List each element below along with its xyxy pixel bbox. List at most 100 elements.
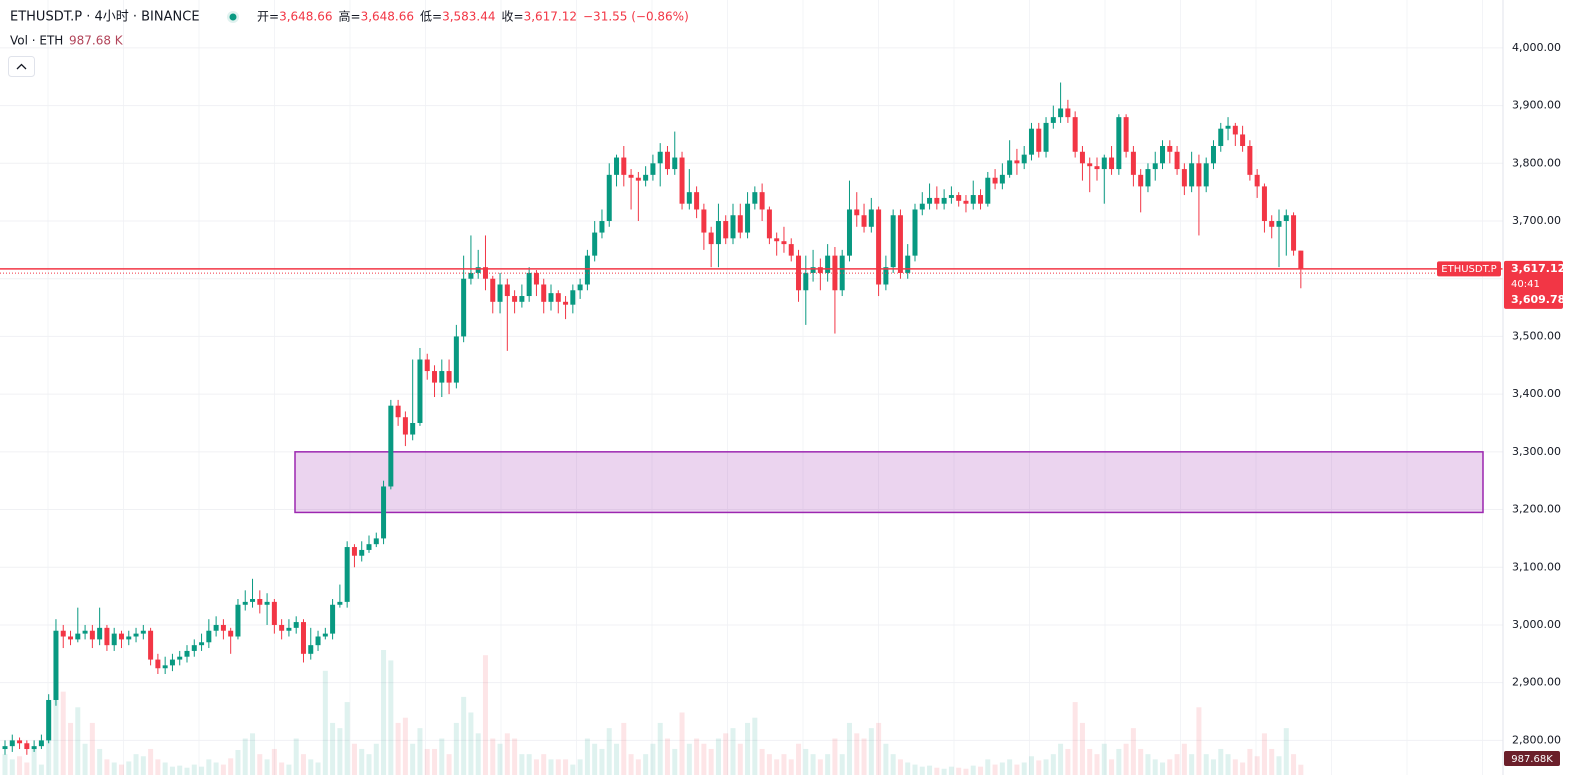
candle-body (876, 209, 882, 285)
candle-body (1043, 122, 1049, 152)
candle-body (111, 633, 117, 646)
candle-body (97, 627, 103, 640)
volume-bar (24, 762, 30, 775)
candle-body (162, 665, 168, 669)
price-lines: ETHUSDT.P (0, 261, 1503, 277)
candle-body (577, 284, 583, 291)
candle-body (817, 267, 823, 273)
ohlc-value: 3,583.44 (442, 10, 495, 24)
candle-body (271, 601, 277, 625)
volume-bar (752, 717, 758, 775)
volume-bar (570, 764, 576, 775)
candle-body (614, 157, 620, 175)
volume-bar (890, 754, 896, 775)
y-tick-label: 3,700.00 (1512, 214, 1561, 227)
volume-bar (541, 754, 547, 775)
candle-body (75, 633, 81, 640)
volume-bar (9, 759, 15, 775)
candle-body (286, 627, 292, 631)
volume-pane (2, 650, 1304, 775)
candle-body (883, 267, 889, 285)
candle-body (846, 209, 852, 256)
volume-bar (97, 748, 103, 775)
volume-bar (199, 766, 205, 775)
volume-bar (1247, 748, 1253, 775)
volume-bar (446, 754, 452, 775)
volume-bar (410, 743, 416, 775)
volume-bar (759, 748, 765, 775)
candle-body (184, 650, 190, 657)
candle-body (177, 656, 183, 660)
price-axis (1503, 0, 1593, 775)
candle-body (555, 293, 561, 302)
candle-body (235, 604, 241, 637)
volume-bar (999, 762, 1005, 775)
candle-body (1203, 163, 1209, 187)
volume-bar (1181, 743, 1187, 775)
candle-body (628, 174, 634, 178)
volume-bar (1145, 754, 1151, 775)
candle-body (1247, 145, 1253, 175)
volume-bar (1058, 743, 1064, 775)
candle-body (1138, 174, 1144, 187)
candle-body (701, 209, 707, 233)
volume-bar (919, 766, 925, 775)
volume-bar (948, 766, 954, 775)
candle-body (1167, 145, 1173, 152)
y-tick-label: 3,500.00 (1512, 329, 1561, 342)
volume-bar (883, 743, 889, 775)
candle-body (242, 601, 248, 605)
symbol-badge-text: ETHUSDT.P (1441, 264, 1496, 275)
y-tick-label: 2,900.00 (1512, 676, 1561, 689)
candle-body (1101, 157, 1107, 170)
volume-bar (1043, 759, 1049, 775)
collapse-icon (16, 63, 27, 70)
volume-bar (337, 728, 343, 775)
volume-bar (126, 761, 132, 775)
candle-body (468, 272, 474, 279)
volume-bar (963, 768, 969, 775)
candle-body (1021, 154, 1027, 164)
volume-bar (1152, 759, 1158, 775)
candle-body (1174, 151, 1180, 170)
candle-body (890, 215, 896, 268)
volume-bar (1174, 754, 1180, 775)
volume-bar (970, 765, 976, 775)
candle-body (1065, 108, 1071, 118)
candle-body (803, 272, 809, 291)
candle-body (1130, 151, 1136, 175)
candle-body (366, 544, 372, 550)
y-tick-label: 3,800.00 (1512, 156, 1561, 169)
candle-body (446, 371, 452, 383)
volume-bar (140, 756, 146, 775)
candle-body (730, 215, 736, 239)
volume-bar (162, 762, 168, 775)
volume-bar (956, 767, 962, 775)
volume-bar (526, 754, 532, 775)
candle-body (315, 636, 321, 646)
volume-bar (60, 691, 66, 775)
volume-bar (155, 759, 161, 775)
candle-body (308, 645, 314, 654)
candle-body (344, 547, 350, 602)
volume-bar (934, 767, 940, 775)
candle-body (279, 624, 285, 631)
volume-bar (1007, 759, 1013, 775)
volume-bar (1065, 748, 1071, 775)
candle-body (686, 192, 692, 204)
volume-bar (1225, 754, 1231, 775)
volume-bar (1189, 754, 1195, 775)
volume-bar (300, 754, 306, 775)
candle-body (53, 630, 59, 700)
candle-body (1145, 169, 1151, 187)
candle-body (723, 221, 729, 239)
candle-body (38, 740, 44, 747)
candle-body (1254, 174, 1260, 187)
candle-body (643, 174, 649, 181)
candle-body (621, 157, 627, 175)
volume-bar (825, 754, 831, 775)
candle-body (1072, 117, 1078, 152)
volume-bar (1014, 764, 1020, 775)
collapse-button[interactable] (8, 56, 35, 77)
volume-bar (31, 748, 37, 775)
